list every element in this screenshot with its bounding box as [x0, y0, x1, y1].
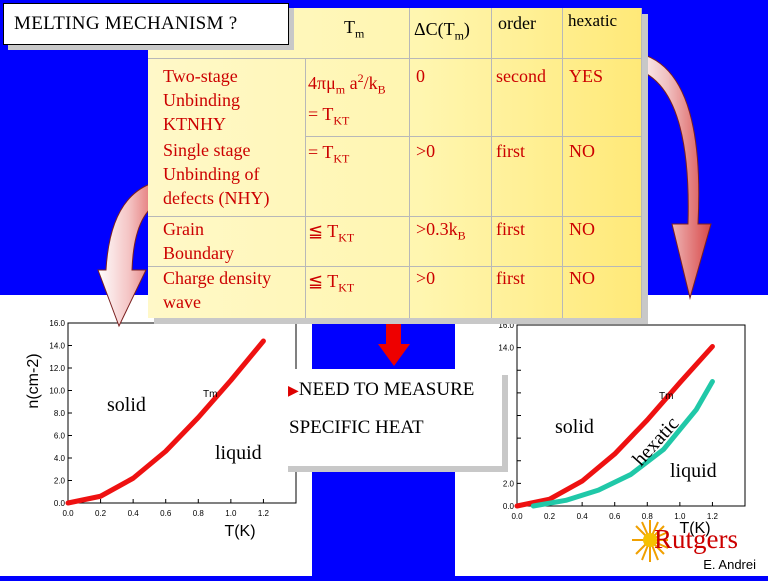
row4-dc: >0 — [416, 268, 436, 288]
tm-label: Tm — [203, 389, 217, 400]
rutgers-logo: Rutgers — [628, 518, 758, 564]
x-tick-label: 0.6 — [609, 512, 621, 521]
row2-mechanism: Single stage Unbinding of defects (NHY) — [163, 140, 270, 208]
row2-order: first — [496, 141, 525, 161]
row1-mechanism: Two-stage Unbinding KTNHY — [163, 66, 241, 134]
header-tm: Tm — [344, 17, 365, 41]
row1-hexatic: YES — [569, 66, 604, 86]
y-tick-label: 14.0 — [49, 342, 65, 351]
x-tick-label: 1.2 — [258, 509, 270, 518]
author-credit: E. Andrei — [703, 557, 756, 572]
title-box: MELTING MECHANISM ? — [3, 3, 289, 45]
row4-tm: ≦ TKT — [308, 271, 355, 295]
series-line-0 — [514, 343, 715, 509]
row3-order: first — [496, 219, 525, 239]
y-tick-label: 4.0 — [54, 454, 66, 463]
row4-order: first — [496, 268, 525, 288]
right-curved-arrow — [631, 51, 712, 300]
x-axis-label: T(K) — [224, 523, 255, 540]
solid-label: solid — [555, 416, 594, 438]
y-axis-label: n(cm-2) — [25, 353, 42, 408]
right-plot-panel: 0.0 0.2 0.4 0.6 0.8 1.0 1.2 16.0 14.0 0.0 2.0 solid… — [455, 295, 768, 576]
melting-table: Tm ΔC(Tm) order hexatic Two-stage Unbind… — [148, 8, 642, 318]
x-tick-label: 0.4 — [577, 512, 589, 521]
y-tick-label: 16.0 — [49, 319, 65, 328]
y-tick-label: 10.0 — [49, 387, 65, 396]
red-pointer-icon: ▶ — [288, 384, 299, 399]
x-tick-label: 0.0 — [62, 509, 74, 518]
row3-tm: ≦ TKT — [308, 221, 355, 245]
left-curved-arrow — [97, 183, 161, 328]
solid-label: solid — [107, 394, 146, 416]
y-tick-label: 2.0 — [503, 479, 515, 488]
right-chart: 0.0 0.2 0.4 0.6 0.8 1.0 1.2 16.0 14.0 0.0 2.0 solid… — [498, 321, 746, 537]
row2-dc: >0 — [416, 141, 436, 161]
row2-hexatic: NO — [569, 141, 595, 161]
y-tick-label: 16.0 — [498, 321, 514, 330]
x-tick-label: 1.2 — [707, 512, 719, 521]
row3-dc: >0.3kB — [416, 219, 466, 243]
x-tick-label: 0.2 — [544, 512, 556, 521]
measure-line1: NEED TO MEASURE — [298, 379, 475, 400]
sun-icon — [632, 520, 668, 562]
x-tick-label: 0.4 — [128, 509, 140, 518]
row1-dc: 0 — [416, 66, 425, 86]
row2-tm: = TKT — [308, 142, 350, 166]
measure-line2: SPECIFIC HEAT — [289, 417, 424, 438]
measure-box: ▶NEED TO MEASURE SPECIFIC HEAT — [282, 369, 502, 466]
row3-mechanism: Grain Boundary — [163, 219, 234, 263]
page-title: MELTING MECHANISM ? — [14, 13, 238, 34]
x-tick-label: 0.2 — [95, 509, 107, 518]
y-tick-label: 0.0 — [54, 499, 66, 508]
left-chart: 0.0 2.0 4.0 6.0 8.0 10.0 12.0 14.0 16.0 0.0 0.2 0.4… — [25, 319, 297, 540]
tm-label: Tm — [659, 391, 673, 402]
x-tick-label: 1.0 — [674, 512, 686, 521]
series-line-1 — [530, 379, 715, 509]
y-tick-label: 14.0 — [498, 344, 514, 353]
liquid-label: liquid — [215, 442, 262, 464]
x-tick-label: 0.8 — [193, 509, 205, 518]
row1-tm: 4πμm a2/kB = TKT — [308, 71, 386, 128]
header-hexatic: hexatic — [568, 11, 618, 30]
y-tick-label: 0.0 — [503, 502, 515, 511]
x-tick-label: 0.6 — [160, 509, 172, 518]
x-tick-label: 0.0 — [511, 512, 523, 521]
liquid-label: liquid — [670, 460, 717, 482]
x-tick-label: 1.0 — [225, 509, 237, 518]
y-tick-label: 6.0 — [54, 432, 66, 441]
header-order: order — [498, 13, 536, 33]
y-tick-label: 2.0 — [54, 477, 66, 486]
x-axis-label: T(K) — [679, 520, 710, 537]
left-plot-panel: 0.0 2.0 4.0 6.0 8.0 10.0 12.0 14.0 16.0 0.0 0.2 0.4… — [0, 295, 312, 576]
center-down-arrow — [378, 310, 410, 366]
row4-mechanism: Charge density wave — [163, 268, 272, 312]
row3-hexatic: NO — [569, 219, 595, 239]
header-dc: ΔC(Tm) — [414, 19, 470, 43]
y-tick-label: 8.0 — [54, 409, 66, 418]
row1-order: second — [496, 66, 546, 86]
x-tick-label: 0.8 — [642, 512, 654, 521]
y-tick-label: 12.0 — [49, 364, 65, 373]
series-line-0 — [65, 338, 266, 506]
rutgers-wordmark: Rutgers — [654, 524, 738, 554]
row4-hexatic: NO — [569, 268, 595, 288]
